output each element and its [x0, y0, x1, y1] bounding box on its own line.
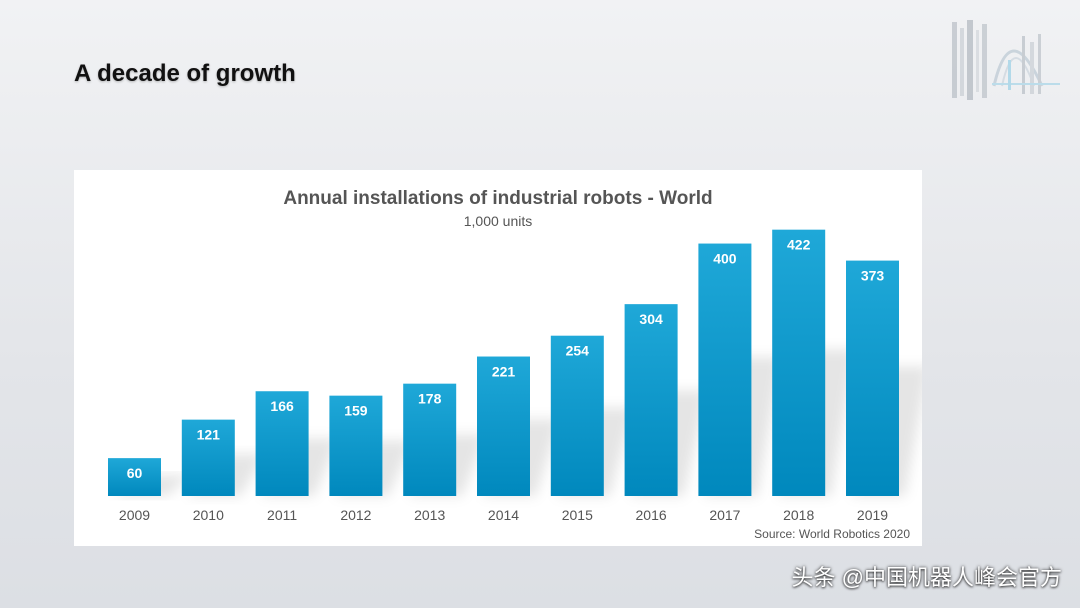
x-tick-label: 2016 [636, 507, 667, 523]
x-tick-label: 2009 [119, 507, 150, 523]
value-label: 254 [566, 343, 590, 359]
value-label: 400 [713, 251, 737, 267]
value-label: 221 [492, 364, 516, 380]
x-tick-label: 2018 [783, 507, 814, 523]
x-tick-label: 2015 [562, 507, 593, 523]
chart-source: Source: World Robotics 2020 [754, 527, 910, 541]
slide-title: A decade of growth [74, 60, 296, 87]
value-label: 166 [270, 398, 294, 414]
value-label: 178 [418, 391, 442, 407]
value-label: 373 [861, 268, 885, 284]
chart-title: Annual installations of industrial robot… [283, 188, 712, 209]
value-label: 422 [787, 237, 811, 253]
bar-2010 [181, 419, 235, 496]
x-tick-label: 2013 [414, 507, 445, 523]
chart-panel: Annual installations of industrial robot… [74, 170, 922, 546]
bars [108, 229, 899, 496]
value-label: 60 [127, 465, 143, 481]
chart-subtitle: 1,000 units [464, 213, 533, 229]
value-label: 121 [197, 427, 221, 443]
bar-2011 [255, 391, 309, 496]
bar-2018 [772, 229, 826, 496]
bar-2014 [477, 356, 530, 496]
logo-icon [952, 20, 1060, 100]
bar-2009 [108, 458, 161, 496]
bar-2013 [403, 383, 457, 496]
x-tick-label: 2014 [488, 507, 519, 523]
bar-2019 [846, 260, 899, 496]
x-tick-label: 2010 [193, 507, 224, 523]
bar-2016 [624, 304, 678, 496]
x-tick-label: 2011 [267, 507, 297, 523]
bar-chart: Annual installations of industrial robot… [108, 188, 922, 541]
x-tick-label: 2019 [857, 507, 888, 523]
bar-2017 [698, 243, 752, 496]
watermark: 头条 @中国机器人峰会官方 [791, 565, 1062, 590]
value-label: 304 [639, 311, 663, 327]
bar-2015 [550, 335, 604, 496]
x-tick-label: 2017 [709, 507, 740, 523]
bar-2012 [329, 395, 383, 496]
value-labels: 60 121 166 159 178 221 254 304 400 422 373 [127, 237, 885, 481]
value-label: 159 [344, 403, 368, 419]
x-tick-label: 2012 [340, 507, 371, 523]
x-axis-ticks: 2009 2010 2011 2012 2013 2014 2015 2016 2017 2018… [119, 507, 888, 523]
